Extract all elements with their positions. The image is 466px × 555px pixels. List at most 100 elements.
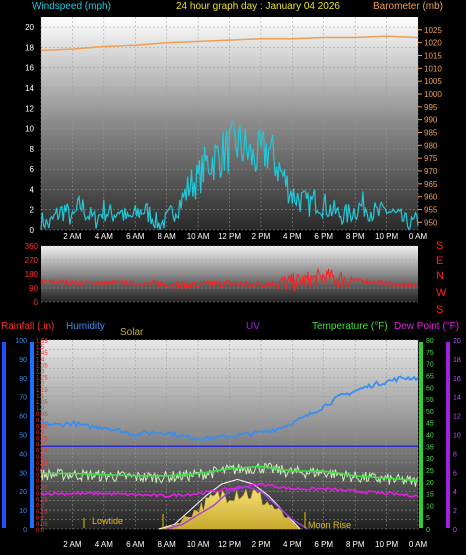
rainfall-label: Rainfall (.in) <box>1 321 54 332</box>
rain-tick-label: 1.0 <box>36 406 45 412</box>
humidity-tick-label: 30 <box>19 470 27 477</box>
x-tick-label: 4 PM <box>283 540 302 549</box>
direction-tick-label: 0 <box>34 298 39 307</box>
wind-tick-label: 4 <box>30 185 35 194</box>
x-tick-label: 0 AM <box>409 540 428 549</box>
wind-axis-label: Windspeed (mph) <box>32 1 111 12</box>
wind-tick-label: 8 <box>30 145 35 154</box>
rain-tick-label: 0.25 <box>36 498 48 504</box>
x-tick-label: 2 PM <box>252 540 271 549</box>
rain-tick-label: 1.35 <box>36 363 48 369</box>
barometer-tick-label: 995 <box>424 103 438 112</box>
temperature-trace-series <box>40 462 419 487</box>
uv-tick-label: 10 <box>453 433 461 440</box>
x-tick-label: 12 PM <box>218 232 241 241</box>
x-tick-label: 8 AM <box>158 540 177 549</box>
barometer-series <box>40 35 419 52</box>
humidity-tick-label: 70 <box>19 395 27 402</box>
temperature-tick-label: 35 <box>426 444 434 451</box>
rain-tick-label: 0.75 <box>36 437 48 443</box>
barometer-tick-label: 975 <box>424 154 438 163</box>
x-tick-label: 8 PM <box>346 540 365 549</box>
rain-tick-label: 0.1 <box>36 516 45 522</box>
humidity-tick-label: 100 <box>15 338 27 345</box>
dewpoint-series <box>40 482 419 498</box>
x-tick-label: 8 PM <box>346 232 365 241</box>
wind-tick-label: 0 <box>30 226 35 235</box>
rain-tick-label: 0.55 <box>36 461 48 467</box>
temperature-smooth-series <box>41 465 419 482</box>
rain-y-ticks: 0.00.050.10.150.20.250.30.350.40.450.50.… <box>36 339 48 534</box>
solar-label: Solar <box>120 327 144 338</box>
wind-tick-label: 12 <box>25 104 34 113</box>
x-tick-label: 0 AM <box>409 232 428 241</box>
direction-tick-label: 360 <box>25 242 39 251</box>
rain-tick-label: 0.05 <box>36 522 48 528</box>
rain-tick-label: 0.7 <box>36 443 45 449</box>
x-tick-label: 8 AM <box>158 232 177 241</box>
lowtide-label: Lowtide <box>92 516 123 526</box>
humidity-tick-label: 90 <box>19 357 27 364</box>
temperature-tick-label: 25 <box>426 468 434 475</box>
wind-grid <box>40 17 419 231</box>
direction-tick-label: 270 <box>25 256 39 265</box>
rain-tick-label: 1.15 <box>36 388 48 394</box>
x-tick-label: 4 AM <box>95 232 114 241</box>
x-tick-label: 6 PM <box>314 540 333 549</box>
rain-tick-label: 0.3 <box>36 491 45 497</box>
uv-series <box>166 485 309 530</box>
humidity-tick-label: 0 <box>23 527 27 534</box>
uv-tick-label: 16 <box>453 376 461 383</box>
humidity-tick-label: 50 <box>19 433 27 440</box>
x-tick-label: 2 AM <box>63 232 82 241</box>
barometer-axis-label: Barometer (mb) <box>373 1 443 12</box>
uv-y-ticks: 0 2 4 6 8 10 12 14 16 18 20 <box>453 338 461 534</box>
uv-label: UV <box>246 321 260 332</box>
direction-letter-s-bottom: S <box>436 304 443 316</box>
temperature-y-ticks: 0 5 10 15 20 25 30 35 40 45 50 55 60 65 70 75 80 <box>426 338 434 534</box>
rain-tick-label: 1.1 <box>36 394 45 400</box>
x-tick-label: 6 AM <box>126 232 145 241</box>
x-ticks-lower: 2 AM 4 AM 6 AM 8 AM 10 AM 12 PM 2 PM 4 PM 6 PM 8 … <box>63 540 427 549</box>
x-tick-label: 6 PM <box>314 232 333 241</box>
barometer-tick-label: 1020 <box>424 39 442 48</box>
temperature-axis-bar <box>419 342 423 528</box>
x-tick-label: 10 AM <box>187 232 210 241</box>
rain-tick-label: 0.15 <box>36 510 48 516</box>
direction-tick-label: 180 <box>25 270 39 279</box>
rain-tick-label: 0.2 <box>36 504 45 510</box>
temperature-tick-label: 15 <box>426 492 434 499</box>
rain-tick-label: 1.3 <box>36 369 45 375</box>
rain-tick-label: 0.0 <box>36 528 45 534</box>
humidity-tick-label: 80 <box>19 376 27 383</box>
moonrise-label: Moon Rise <box>308 520 351 530</box>
rain-axis-bar <box>2 342 6 528</box>
rain-tick-label: 0.9 <box>36 418 45 424</box>
direction-letter-w: W <box>436 287 447 299</box>
temperature-tick-label: 65 <box>426 373 434 380</box>
rain-tick-label: 0.4 <box>36 479 45 485</box>
rain-tick-label: 0.35 <box>36 485 48 491</box>
humidity-series <box>40 375 419 442</box>
barometer-tick-label: 950 <box>424 218 438 227</box>
humidity-tick-label: 40 <box>19 451 27 458</box>
series-layer <box>40 35 419 530</box>
barometer-tick-label: 980 <box>424 141 438 150</box>
temperature-tick-label: 75 <box>426 350 434 357</box>
temperature-tick-label: 30 <box>426 456 434 463</box>
barometer-tick-label: 1000 <box>424 90 442 99</box>
humidity-tick-label: 20 <box>19 489 27 496</box>
temperature-label: Temperature (°F) <box>312 321 388 332</box>
x-tick-label: 10 PM <box>375 540 398 549</box>
direction-letter-n: N <box>436 270 444 282</box>
x-tick-label: 10 PM <box>375 232 398 241</box>
humidity-y-ticks: 0 10 20 30 40 50 60 70 80 90 100 <box>15 338 27 534</box>
barometer-tick-label: 1010 <box>424 64 442 73</box>
humidity-tick-label: 60 <box>19 414 27 421</box>
barometer-tick-label: 955 <box>424 205 438 214</box>
x-tick-label: 2 PM <box>252 232 271 241</box>
temperature-tick-label: 0 <box>426 527 430 534</box>
rain-tick-label: 0.6 <box>36 455 45 461</box>
humidity-tick-label: 10 <box>19 508 27 515</box>
